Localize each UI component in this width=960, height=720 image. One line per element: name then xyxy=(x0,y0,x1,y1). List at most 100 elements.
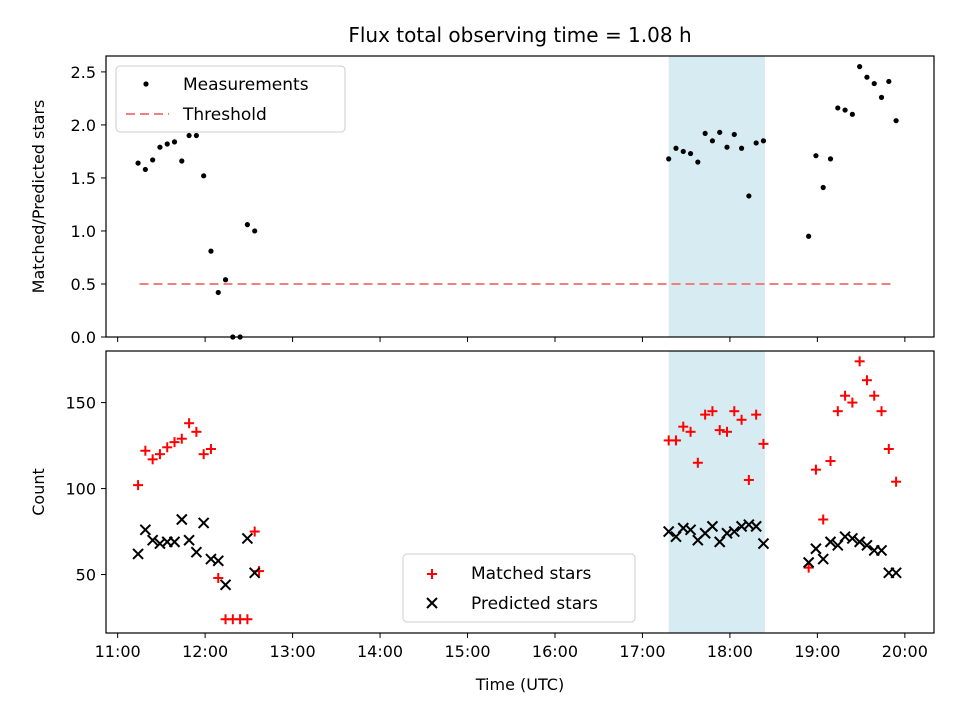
matched-star-point xyxy=(883,444,894,455)
legend-predicted-marker xyxy=(426,597,438,609)
predicted-star-point xyxy=(219,579,232,591)
predicted-star-point xyxy=(146,534,159,546)
predicted-star-point xyxy=(853,536,866,548)
bottom-axis-ticks: 11:00 12:00 13:00 14:00 15:00 16:00 17:00 18:00… xyxy=(65,394,927,661)
measurement-point xyxy=(222,277,229,283)
measurement-point xyxy=(871,80,877,87)
matched-star-point xyxy=(678,421,689,432)
bottom-axes-frame xyxy=(105,350,935,634)
x-tick-label: 15:00 xyxy=(444,642,490,661)
matched-star-point xyxy=(162,442,173,453)
x-tick-label: 20:00 xyxy=(882,642,928,661)
measurement-point xyxy=(886,78,892,85)
matched-star-point xyxy=(670,435,681,446)
predicted-star-point xyxy=(706,520,719,533)
measurement-point xyxy=(827,156,834,162)
y-tick-label: 1.5 xyxy=(71,169,96,188)
measurement-point xyxy=(171,139,178,145)
matched-star-point xyxy=(685,426,696,437)
measurement-point xyxy=(878,94,885,100)
legend-threshold-label: Threshold xyxy=(182,105,267,125)
x-tick-label: 18:00 xyxy=(707,642,753,661)
matched-star-point xyxy=(803,562,814,573)
predicted-star-point xyxy=(212,555,224,567)
predicted-star-point xyxy=(839,531,851,543)
matched-star-point xyxy=(861,375,872,386)
x-tick-label: 14:00 xyxy=(357,642,403,661)
measurement-point xyxy=(738,145,745,151)
measurement-point xyxy=(820,184,826,191)
measurement-point xyxy=(186,132,192,139)
matched-star-point xyxy=(847,397,858,408)
chart-title: Flux total observing time = 1.08 h xyxy=(348,23,691,47)
measurement-point xyxy=(893,118,899,124)
matched-star-point xyxy=(810,464,821,475)
x-tick-label: 19:00 xyxy=(794,642,840,661)
predicted-star-point xyxy=(190,546,203,558)
predicted-star-point xyxy=(168,536,181,548)
matched-star-point xyxy=(184,418,195,429)
bottom-legend: Matched stars Predicted stars xyxy=(402,553,636,623)
predicted-star-point xyxy=(183,534,195,546)
measurement-point xyxy=(666,156,672,162)
matched-star-point xyxy=(722,426,732,437)
predicted-star-point xyxy=(248,567,261,579)
matched-star-point xyxy=(169,437,180,448)
matched-star-point xyxy=(692,457,703,468)
matched-star-point xyxy=(147,454,158,465)
predicted-star-point xyxy=(846,532,859,545)
x-tick-label: 16:00 xyxy=(532,642,578,661)
y-tick-label: 100 xyxy=(65,480,96,499)
measurement-point xyxy=(835,105,841,111)
x-tick-label: 12:00 xyxy=(182,642,228,661)
matched-star-point xyxy=(729,406,740,417)
matched-star-point xyxy=(714,425,725,436)
predicted-star-point xyxy=(757,537,770,550)
matched-star-point xyxy=(205,444,216,455)
top-axis-ticks: 0.0 0.5 1.0 1.5 2.0 2.5 xyxy=(71,63,906,347)
predicted-star-point xyxy=(139,524,152,536)
top-y-axis-label: Matched/Predicted stars xyxy=(29,100,48,294)
predicted-star-point xyxy=(750,520,762,533)
top-data-points xyxy=(135,64,899,340)
matched-star-point xyxy=(825,456,836,467)
measurement-point xyxy=(731,131,737,138)
predicted-star-point xyxy=(728,525,740,538)
measurement-point xyxy=(806,233,812,239)
measurement-point xyxy=(142,166,148,173)
y-tick-label: 0.0 xyxy=(71,328,96,347)
bottom-panel: 11:00 12:00 13:00 14:00 15:00 16:00 17:00 18:00… xyxy=(29,350,935,694)
measurement-point xyxy=(687,150,694,157)
measurement-point xyxy=(702,130,708,137)
top-legend: Measurements Threshold xyxy=(115,65,346,133)
y-tick-label: 1.0 xyxy=(71,222,96,241)
measurement-point xyxy=(244,222,251,228)
predicted-star-point xyxy=(890,567,902,579)
predicted-star-point xyxy=(817,553,829,565)
measurement-point xyxy=(673,145,679,151)
predicted-star-point xyxy=(662,525,675,538)
predicted-star-point xyxy=(802,556,815,569)
measurement-point xyxy=(864,74,870,80)
matched-star-point xyxy=(249,526,260,537)
x-tick-label: 13:00 xyxy=(270,642,316,661)
measurement-point xyxy=(215,289,221,296)
matched-star-point xyxy=(700,409,711,420)
matched-star-point xyxy=(818,514,829,525)
predicted-star-point xyxy=(810,543,822,555)
matched-star-point xyxy=(213,572,224,583)
matched-star-point xyxy=(198,449,209,460)
measurement-point xyxy=(849,111,855,117)
matched-star-point xyxy=(154,449,165,460)
bottom-data-points xyxy=(132,356,902,625)
measurement-point xyxy=(724,144,730,150)
measurement-point xyxy=(717,129,723,135)
measurement-point xyxy=(252,228,258,234)
predicted-star-point xyxy=(824,536,837,548)
matched-star-point xyxy=(736,414,747,425)
predicted-star-point xyxy=(861,539,873,552)
y-tick-label: 150 xyxy=(65,394,96,413)
measurement-point xyxy=(842,107,848,113)
measurement-point xyxy=(135,160,141,166)
